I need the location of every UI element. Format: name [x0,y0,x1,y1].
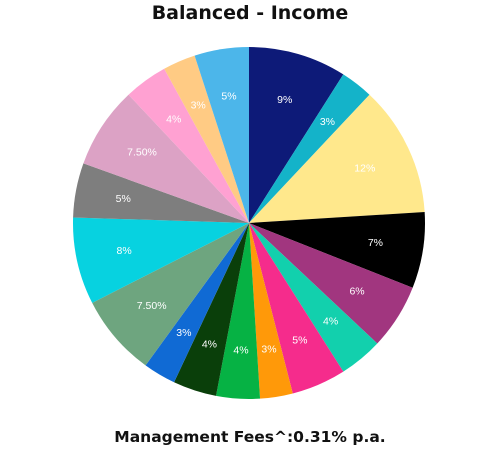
pie-slice-7 [249,223,344,394]
pie-slice-10 [174,223,249,396]
pie-slice-3 [249,94,425,223]
pie-slice-15 [83,94,249,223]
pie-slice-label-16: 4% [166,113,181,125]
pie-slice-16 [128,68,249,224]
pie-slice-label-9: 4% [233,345,248,357]
pie-slices [73,47,426,400]
pie-slice-14 [73,163,249,223]
management-fees-text: Management Fees^:0.31% p.a. [114,428,386,446]
pie-slice-6 [249,223,378,372]
pie-slice-label-3: 12% [354,163,375,175]
pie-slice-9 [216,223,261,400]
pie-slice-17 [164,55,249,224]
pie-slice-label-7: 5% [292,334,307,346]
pie-slice-1 [249,47,344,223]
pie-slice-13 [73,217,249,303]
pie-slice-label-15: 7.50% [127,147,157,159]
pie-slice-label-2: 3% [320,116,335,128]
pie-slice-5 [249,223,413,344]
pie-slice-label-11: 3% [176,327,191,339]
pie-slice-11 [145,223,249,383]
pie-slice-label-14: 5% [116,193,131,205]
pie-slice-label-12: 7.50% [137,300,167,312]
pie-slice-label-8: 3% [261,343,276,355]
pie-slice-8 [249,223,293,399]
pie-slice-label-5: 6% [349,286,364,298]
pie-slice-label-1: 9% [277,94,292,106]
pie-slice-label-4: 7% [368,237,383,249]
pie-slice-4 [249,211,426,288]
pie-slice-12 [92,223,249,366]
pie-slice-2 [249,74,370,223]
pie-slice-label-10: 4% [202,339,217,351]
pie-slice-label-6: 4% [323,316,338,328]
pie-slice-label-18: 5% [221,91,236,103]
pie-slice-label-17: 3% [191,100,206,112]
pie-slice-18 [194,47,249,223]
chart-title: Balanced - Income [151,2,349,24]
pie-labels: 9% 3% 12% 7% 6% 4% 5% 3% 4% 4% 3% 7.50% 8% 5% 7.50% 4% 3… [116,91,383,357]
pie-slice-label-13: 8% [116,245,131,257]
